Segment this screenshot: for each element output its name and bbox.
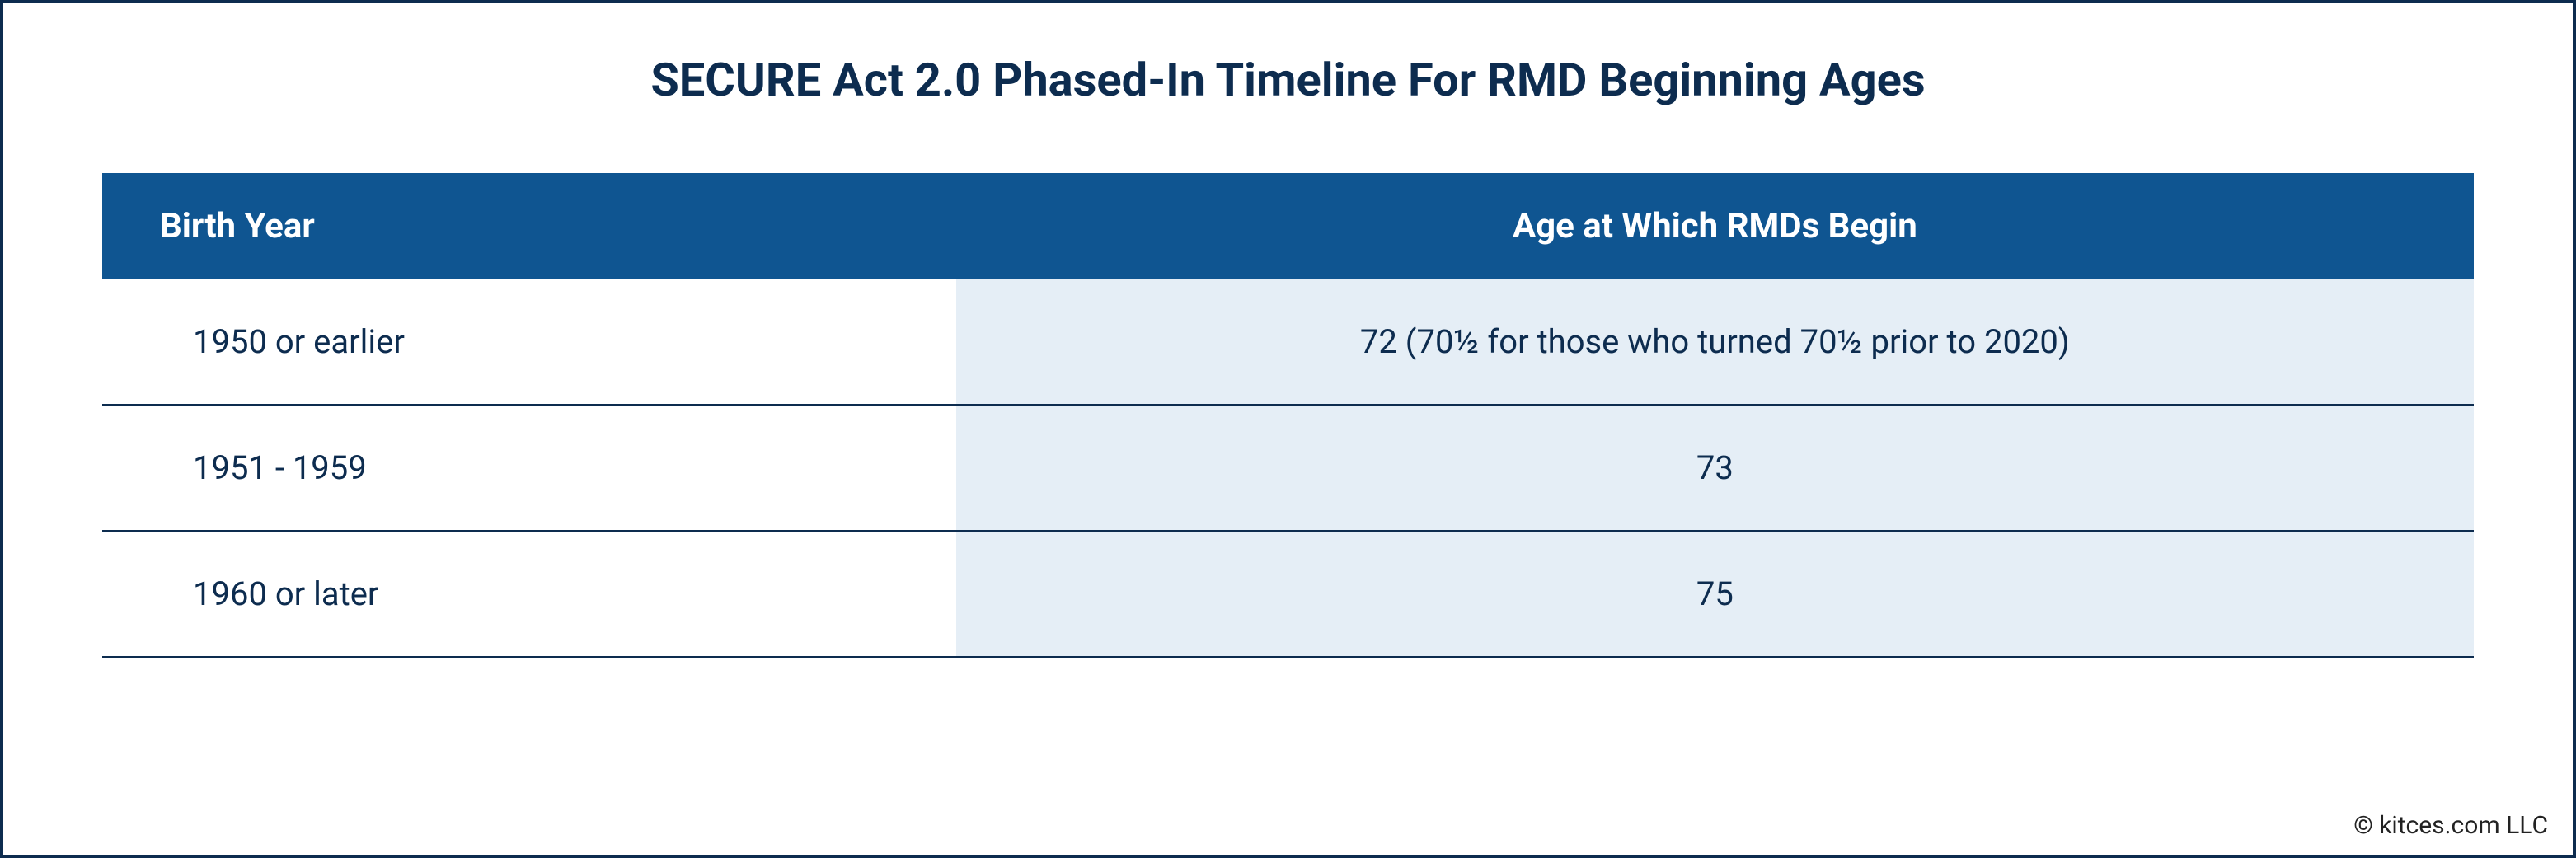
page-title: SECURE Act 2.0 Phased-In Timeline For RM… [102, 53, 2474, 107]
rmd-timeline-table: Birth Year Age at Which RMDs Begin 1950 … [102, 173, 2474, 658]
column-header-rmd-age: Age at Which RMDs Begin [956, 173, 2474, 279]
column-header-birth-year: Birth Year [102, 173, 956, 279]
cell-rmd-age: 75 [956, 531, 2474, 657]
table-row: 1960 or later 75 [102, 531, 2474, 657]
cell-birth-year: 1950 or earlier [102, 279, 956, 405]
table-header-row: Birth Year Age at Which RMDs Begin [102, 173, 2474, 279]
table-row: 1951 - 1959 73 [102, 405, 2474, 531]
infographic-frame: SECURE Act 2.0 Phased-In Timeline For RM… [0, 0, 2576, 858]
attribution-text: © kitces.com LLC [2353, 811, 2548, 840]
cell-rmd-age: 72 (70½ for those who turned 70½ prior t… [956, 279, 2474, 405]
cell-rmd-age: 73 [956, 405, 2474, 531]
cell-birth-year: 1960 or later [102, 531, 956, 657]
cell-birth-year: 1951 - 1959 [102, 405, 956, 531]
table-row: 1950 or earlier 72 (70½ for those who tu… [102, 279, 2474, 405]
